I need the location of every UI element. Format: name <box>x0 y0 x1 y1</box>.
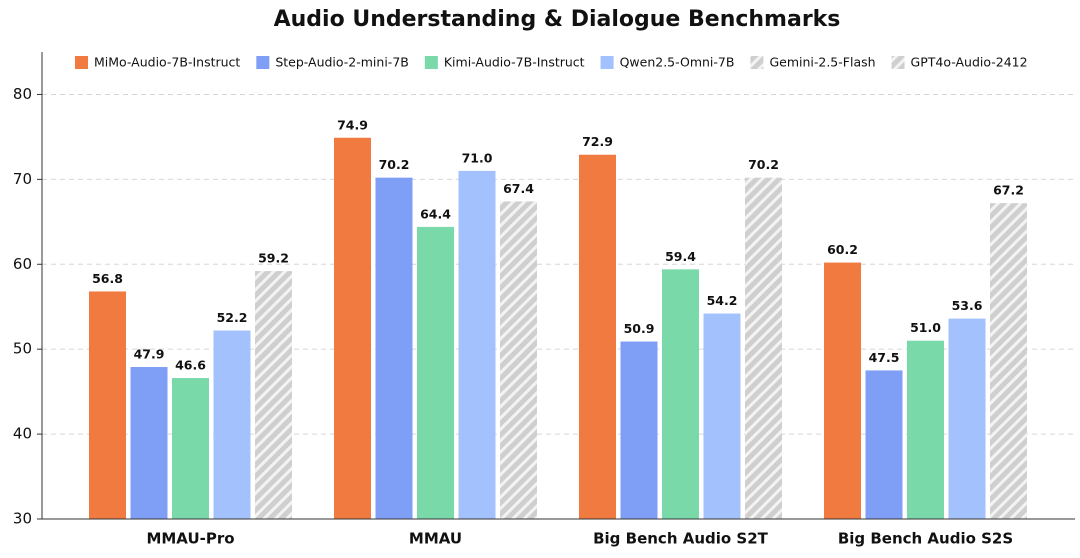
legend-swatch <box>256 56 270 69</box>
bar <box>458 170 496 519</box>
value-label: 72.9 <box>582 134 613 149</box>
bar <box>334 137 371 519</box>
bar <box>703 313 741 519</box>
legend-label: GPT4o-Audio-2412 <box>911 55 1028 70</box>
bar <box>948 318 986 519</box>
legend-label: Kimi-Audio-7B-Instruct <box>444 55 585 70</box>
value-label: 50.9 <box>624 321 655 336</box>
legend-swatch <box>424 56 438 69</box>
value-label: 59.2 <box>258 251 289 266</box>
legend-swatch <box>891 56 905 69</box>
legend-swatch <box>600 56 614 69</box>
bar <box>417 226 454 519</box>
legend-label: Gemini-2.5-Flash <box>769 55 875 70</box>
value-label: 46.6 <box>175 358 206 373</box>
value-label: 47.5 <box>869 350 900 365</box>
legend-label: Step-Audio-2-mini-7B <box>275 55 409 70</box>
legend-swatch <box>750 56 764 69</box>
y-tick-label: 50 <box>13 340 32 358</box>
value-label: 52.2 <box>217 310 248 325</box>
value-label: 53.6 <box>952 298 983 313</box>
value-label: 67.4 <box>503 181 534 196</box>
bar <box>579 154 616 520</box>
bar <box>662 269 699 519</box>
value-label: 70.2 <box>748 157 779 172</box>
value-label: 64.4 <box>420 206 451 221</box>
value-label: 59.4 <box>665 249 696 264</box>
bar <box>907 340 944 519</box>
bar <box>375 177 413 519</box>
x-tick-label: Big Bench Audio S2T <box>593 530 769 548</box>
value-label: 70.2 <box>379 157 410 172</box>
value-label: 47.9 <box>134 347 165 362</box>
bar <box>213 330 251 519</box>
value-label: 71.0 <box>462 150 493 165</box>
bar <box>865 370 903 519</box>
value-label: 54.2 <box>707 293 738 308</box>
y-tick-label: 40 <box>13 425 32 443</box>
value-label: 67.2 <box>993 183 1024 198</box>
bar <box>500 201 537 519</box>
bar <box>620 341 658 519</box>
bar <box>824 262 861 519</box>
chart-title: Audio Understanding & Dialogue Benchmark… <box>274 7 841 32</box>
bar <box>172 378 209 519</box>
value-label: 51.0 <box>910 320 941 335</box>
value-label: 60.2 <box>827 242 858 257</box>
x-tick-label: MMAU <box>409 530 462 548</box>
y-tick-label: 30 <box>13 510 32 528</box>
x-tick-label: MMAU-Pro <box>146 530 234 548</box>
bar <box>990 203 1027 519</box>
value-label: 56.8 <box>92 271 123 286</box>
y-tick-label: 80 <box>13 85 32 103</box>
bar <box>255 271 292 519</box>
bar <box>130 367 168 519</box>
legend-label: Qwen2.5-Omni-7B <box>620 55 735 70</box>
y-tick-label: 60 <box>13 255 32 273</box>
legend-label: MiMo-Audio-7B-Instruct <box>94 55 240 70</box>
value-label: 74.9 <box>337 117 368 132</box>
bar <box>89 291 126 519</box>
x-tick-label: Big Bench Audio S2S <box>838 530 1013 548</box>
y-tick-label: 70 <box>13 170 32 188</box>
legend-swatch <box>75 56 88 69</box>
bar <box>745 177 782 519</box>
